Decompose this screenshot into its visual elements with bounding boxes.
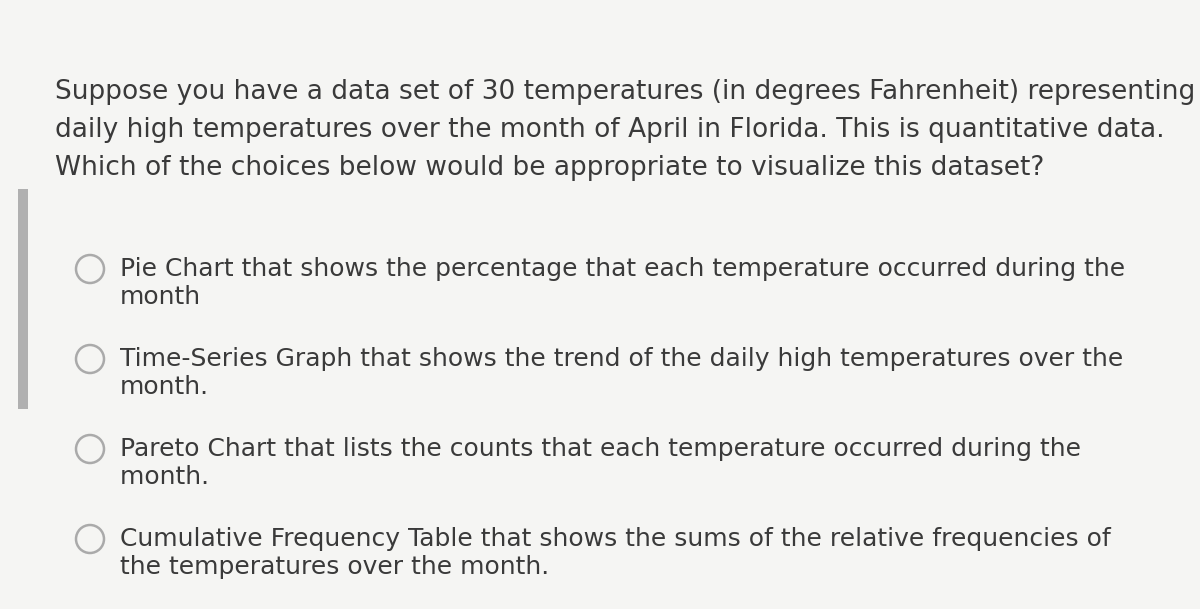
Text: Which of the choices below would be appropriate to visualize this dataset?: Which of the choices below would be appr… [55, 155, 1044, 181]
Text: Time-Series Graph that shows the trend of the daily high temperatures over the: Time-Series Graph that shows the trend o… [120, 347, 1123, 371]
Text: month.: month. [120, 465, 217, 489]
Text: daily high temperatures over the month of April in Florida. This is quantitative: daily high temperatures over the month o… [55, 117, 1165, 143]
Text: the temperatures over the month.: the temperatures over the month. [120, 555, 550, 579]
Text: Suppose you have a data set of 30 temperatures (in degrees Fahrenheit) represent: Suppose you have a data set of 30 temper… [55, 79, 1195, 105]
Text: Pareto Chart that lists the counts that each temperature occurred during the: Pareto Chart that lists the counts that … [120, 437, 1081, 461]
Text: Pie Chart that shows the percentage that each temperature occurred during the: Pie Chart that shows the percentage that… [120, 257, 1126, 281]
Text: month.: month. [120, 375, 209, 399]
Bar [18, 189, 28, 409]
Text: month: month [120, 285, 202, 309]
Text: Cumulative Frequency Table that shows the sums of the relative frequencies of: Cumulative Frequency Table that shows th… [120, 527, 1111, 551]
